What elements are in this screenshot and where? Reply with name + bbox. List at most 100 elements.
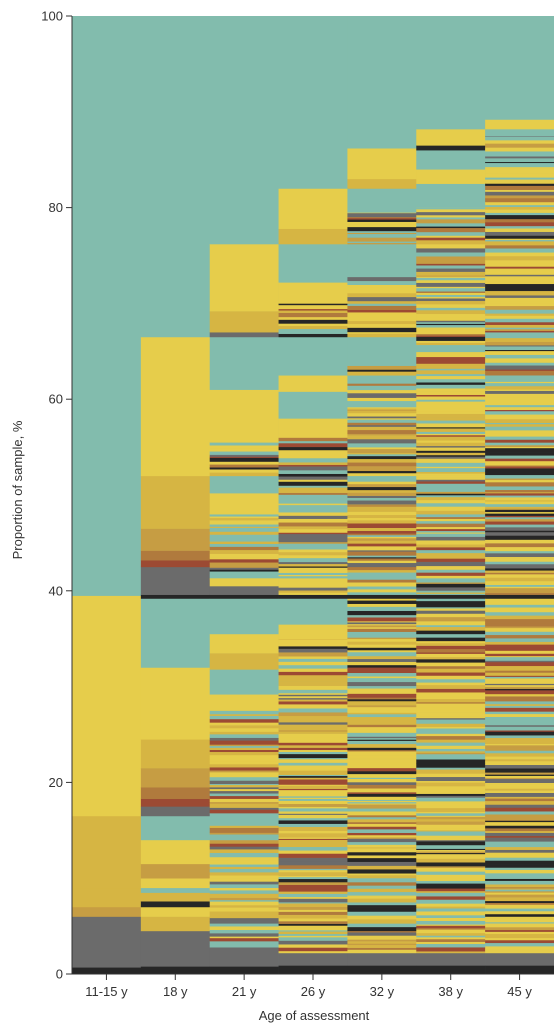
segment-teal: [140, 815, 211, 841]
sequence-stripe: [485, 445, 554, 448]
sequence-stripe: [347, 640, 417, 642]
sequence-stripe: [347, 433, 417, 436]
sequence-stripe: [209, 839, 279, 843]
sequence-stripe: [485, 252, 554, 257]
sequence-stripe: [416, 445, 486, 448]
x-axis-title: Age of assessment: [259, 1008, 370, 1023]
sequence-stripe: [347, 631, 417, 636]
sequence-stripe: [278, 770, 348, 774]
sequence-stripe: [485, 705, 554, 708]
sequence-stripe: [416, 209, 486, 213]
sequence-stripe: [209, 834, 279, 838]
sequence-stripe: [485, 730, 554, 732]
sequence-stripe: [485, 764, 554, 769]
sequence-stripe: [278, 533, 348, 536]
sequence-stripe: [278, 736, 348, 741]
sequence-stripe: [416, 637, 486, 642]
sequence-stripe: [416, 832, 486, 836]
sequence-stripe: [347, 610, 417, 616]
sequence-stripe: [485, 946, 554, 950]
sequence-stripe: [416, 903, 486, 907]
sequence-stripe: [485, 225, 554, 229]
segment-teal: [278, 391, 348, 419]
y-tick-label: 0: [56, 967, 63, 982]
sequence-stripe: [485, 772, 554, 775]
sequence-stripe: [209, 744, 279, 747]
sequence-stripe: [347, 764, 417, 769]
sequence-stripe: [485, 857, 554, 861]
sequence-stripe: [485, 775, 554, 778]
sequence-stripe: [485, 179, 554, 184]
sequence-stripe: [416, 481, 486, 484]
sequence-stripe: [416, 417, 486, 421]
sequence-stripe: [416, 835, 486, 839]
sequence-stripe: [347, 699, 417, 702]
sequence-stripe: [416, 878, 486, 882]
sequence-stripe: [347, 773, 417, 778]
sequence-stripe: [485, 650, 554, 654]
sequence-stripe: [347, 941, 417, 944]
sequence-stripe: [278, 909, 348, 912]
sequence-stripe: [278, 508, 348, 513]
segment-teal: [72, 16, 142, 596]
sequence-stripe: [209, 916, 279, 919]
sequence-stripe: [485, 140, 554, 144]
sequence-stripe: [209, 745, 279, 748]
sequence-stripe: [347, 458, 417, 463]
sequence-stripe: [416, 382, 486, 385]
sequence-stripe: [416, 813, 486, 816]
sequence-stripe: [347, 546, 417, 551]
sequence-stripe: [209, 944, 279, 948]
sequence-stripe: [485, 892, 554, 895]
sequence-stripe: [416, 706, 486, 711]
sequence-stripe: [416, 849, 486, 852]
sequence-stripe: [347, 752, 417, 756]
sequence-stripe: [347, 284, 417, 288]
sequence-stripe: [416, 475, 486, 478]
sequence-stripe: [278, 893, 348, 898]
sequence-stripe: [347, 821, 417, 825]
sequence-stripe: [209, 451, 279, 455]
sequence-stripe: [347, 804, 417, 806]
sequence-stripe: [278, 751, 348, 755]
sequence-stripe: [347, 305, 417, 311]
sequence-stripe: [209, 803, 279, 808]
sequence-stripe: [278, 590, 348, 593]
sequence-stripe: [278, 898, 348, 903]
sequence-stripe: [485, 395, 554, 398]
sequence-stripe: [347, 932, 417, 936]
sequence-stripe: [347, 808, 417, 812]
sequence-stripe: [347, 803, 417, 805]
segment-teal: [140, 16, 211, 338]
sequence-stripe: [416, 235, 486, 238]
sequence-stripe: [485, 143, 554, 148]
sequence-stripe: [416, 231, 486, 236]
sequence-stripe: [347, 626, 417, 629]
sequence-stripe: [485, 913, 554, 917]
sequence-stripe: [485, 266, 554, 269]
sequence-stripe: [416, 260, 486, 264]
sequence-stripe: [347, 857, 417, 862]
sequence-stripe: [416, 329, 486, 335]
sequence-stripe: [209, 832, 279, 835]
sequence-stripe: [278, 639, 348, 644]
sequence-stripe: [347, 506, 417, 511]
sequence-stripe: [485, 345, 554, 347]
sequence-stripe: [485, 173, 554, 178]
sequence-stripe: [347, 689, 417, 694]
sequence-stripe: [278, 923, 348, 926]
sequence-stripe: [278, 712, 348, 717]
sequence-stripe: [347, 404, 417, 408]
sequence-stripe: [347, 649, 417, 653]
sequence-stripe: [278, 800, 348, 805]
sequence-stripe: [209, 454, 279, 457]
sequence-stripe: [485, 743, 554, 746]
sequence-stripe: [278, 775, 348, 778]
sequence-stripe: [347, 300, 417, 304]
sequence-stripe: [278, 742, 348, 746]
sequence-stripe: [278, 927, 348, 931]
sequence-stripe: [416, 780, 486, 783]
sequence-stripe: [485, 166, 554, 169]
sequence-stripe: [347, 397, 417, 402]
sequence-stripe: [347, 543, 417, 547]
